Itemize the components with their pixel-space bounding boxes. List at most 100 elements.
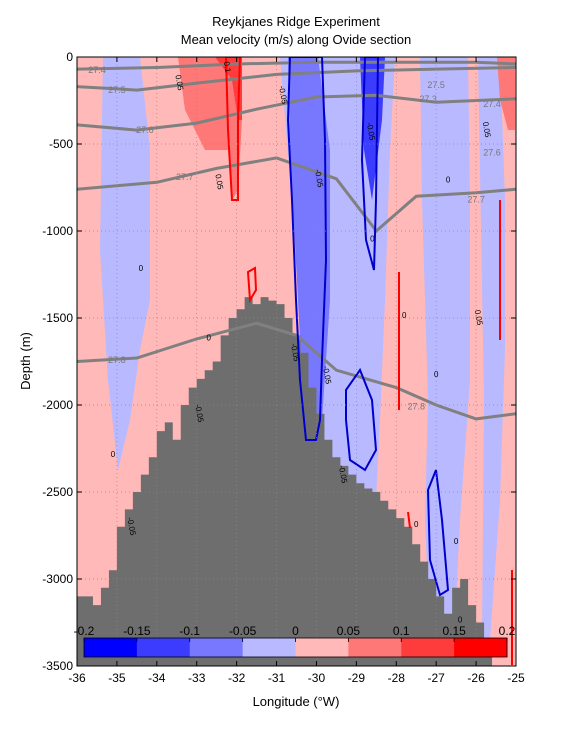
isopycnal-label: 27.5 (427, 80, 445, 90)
velocity-label: 0 (434, 370, 439, 379)
velocity-label: -0.05 (193, 404, 205, 424)
y-axis-label: Depth (m) (18, 332, 33, 390)
y-tick-label: -3000 (42, 572, 73, 586)
y-tick-label: -500 (49, 137, 73, 151)
x-tick-label: -26 (467, 671, 485, 685)
positive-core-west-strong (215, 57, 242, 120)
velocity-label: 0 (454, 537, 459, 546)
isopycnal-labels: 27.427.527.627.727.827.827.327.527.427.6… (88, 65, 501, 412)
grid-lines (77, 57, 516, 666)
negative-band-central-strong (360, 57, 385, 200)
colorbar-swatch (84, 638, 138, 657)
isopycnal-label: 27.7 (467, 195, 485, 205)
velocity-label: 0 (206, 334, 211, 343)
isopycnal-label: 27.4 (88, 65, 106, 75)
y-tick-label: -1000 (42, 224, 73, 238)
negative-band-west (100, 57, 150, 470)
y-tick-label: -3500 (42, 659, 73, 673)
colorbar-swatch (242, 638, 296, 657)
velocity-label: -0.05 (337, 464, 349, 484)
x-tick-label: -32 (228, 671, 246, 685)
isopycnal-label: 27.6 (483, 148, 501, 158)
isopycnal-label: 27.8 (407, 402, 425, 412)
velocity-label: 0 (139, 264, 144, 273)
isopycnal-27-7 (77, 156, 516, 234)
colorbar-tick-label: 0.05 (337, 624, 361, 638)
axes-frame (76, 56, 517, 667)
colorbar-swatch (136, 638, 191, 657)
velocity-label: 0.05 (173, 74, 185, 91)
velocity-label: 0.05 (473, 309, 485, 326)
velocity-label: 0 (402, 311, 407, 320)
contour-red-small (246, 266, 258, 304)
velocity-label: -0.05 (321, 365, 333, 385)
velocity-label: 0.05 (213, 173, 225, 190)
x-axis-ticks: -36 -35 -34 -33 -32 -31 -30 -29 -28 -27 -26 -25 (68, 57, 525, 685)
chart-subtitle: Mean velocity (m/s) along Ovide section (181, 32, 411, 47)
plot-area: 27.427.527.627.727.827.827.327.527.427.6… (77, 57, 516, 666)
contour-red-west (224, 57, 242, 201)
velocity-labels: 0 0 0 0 0 0 0 0 0 0 -0.05 -0.05 -0.05 -0.05 -0.05 -0.05… (111, 61, 493, 625)
x-tick-label: -28 (388, 671, 406, 685)
velocity-label: -0.05 (289, 343, 301, 363)
colorbar-swatch (295, 638, 349, 657)
contour-blue-center (360, 57, 380, 271)
x-tick-label: -31 (268, 671, 286, 685)
x-tick-label: -36 (68, 671, 86, 685)
isopycnal-label: 27.6 (136, 125, 154, 135)
contour-blue-slope (345, 367, 378, 472)
contour-red-east-3 (407, 511, 411, 529)
isopycnal-label: 27.7 (176, 172, 194, 182)
velocity-label: 0 (458, 616, 463, 625)
colorbar-swatch (454, 638, 508, 657)
contour-blue-ridge (286, 57, 328, 441)
x-axis-label: Longitude (°W) (253, 694, 340, 709)
y-tick-label: -2500 (42, 485, 73, 499)
isopycnal-27-8 (77, 321, 516, 421)
colorbar: -0.2 -0.15 -0.1 -0.05 0 0.05 0.1 0.15 0.2 (74, 624, 516, 658)
isopycnal-27-6 (77, 93, 516, 132)
colorbar-tick-label: 0 (292, 624, 299, 638)
colorbar-tick-label: 0.15 (442, 624, 466, 638)
velocity-label: -0.05 (313, 169, 325, 189)
isopycnal-label: 27.3 (419, 94, 437, 104)
colorbar-tick-label: -0.05 (229, 624, 257, 638)
velocity-label: 0.05 (481, 121, 493, 138)
velocity-label: -0.05 (277, 85, 289, 105)
negative-band-central-mid (288, 57, 330, 440)
colorbar-swatch (348, 638, 402, 657)
x-tick-label: -35 (108, 671, 126, 685)
isopycnal-label: 27.4 (483, 99, 501, 109)
velocity-label: 0 (446, 175, 451, 184)
isopycnal-27-4 (77, 60, 516, 71)
colorbar-swatch (189, 638, 244, 657)
velocity-label: 0 (370, 234, 375, 243)
negative-band-far-east (478, 57, 505, 640)
ridge-bathymetry (77, 297, 516, 666)
isopycnal-lines (77, 60, 516, 421)
isopycnal-label: 27.5 (108, 85, 126, 95)
chart-title: Reykjanes Ridge Experiment (212, 14, 380, 29)
colorbar-tick-label: -0.15 (123, 624, 151, 638)
x-tick-label: -34 (148, 671, 166, 685)
y-tick-label: -1500 (42, 311, 73, 325)
velocity-label: -0.05 (125, 517, 137, 537)
colorbar-tick-label: 0.1 (393, 624, 410, 638)
colorbar-tick-label: -0.2 (74, 624, 95, 638)
x-tick-label: -29 (348, 671, 366, 685)
velocity-label: -0.05 (365, 122, 377, 142)
colorbar-swatch (401, 638, 455, 657)
y-tick-label: 0 (66, 50, 73, 64)
x-tick-label: -30 (308, 671, 326, 685)
x-tick-label: -27 (428, 671, 446, 685)
velocity-label: 0 (414, 520, 419, 529)
y-axis-ticks: 0 -500 -1000 -1500 -2000 -2500 -3000 -3500 (42, 50, 516, 673)
isopycnal-label: 27.8 (108, 355, 126, 365)
velocity-label: 0.1 (222, 61, 233, 74)
x-tick-label: -33 (188, 671, 206, 685)
y-tick-label: -2000 (42, 398, 73, 412)
negative-band-east (420, 57, 470, 640)
x-tick-label: -25 (507, 671, 525, 685)
positive-core-east (497, 57, 515, 130)
